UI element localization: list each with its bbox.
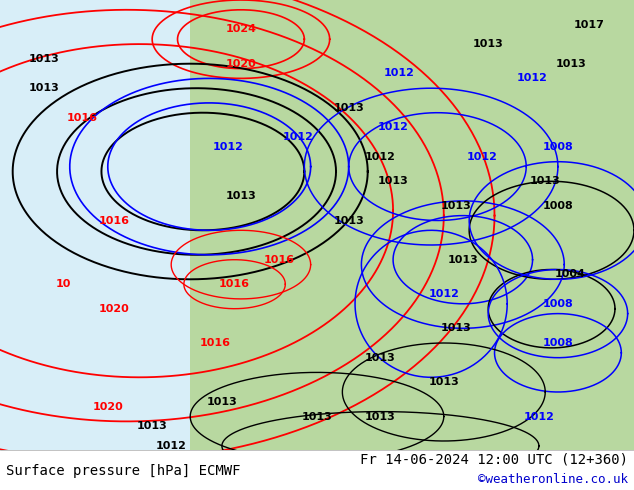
Text: 1012: 1012 <box>517 74 548 83</box>
Text: 1012: 1012 <box>213 142 243 152</box>
Text: 1012: 1012 <box>378 122 408 132</box>
Text: 1013: 1013 <box>137 421 167 431</box>
Text: 1020: 1020 <box>99 304 129 314</box>
Text: 1012: 1012 <box>384 69 415 78</box>
Text: Surface pressure [hPa] ECMWF: Surface pressure [hPa] ECMWF <box>6 464 241 478</box>
Text: 1012: 1012 <box>429 289 459 299</box>
Text: 1012: 1012 <box>467 152 497 162</box>
Text: 1016: 1016 <box>67 113 98 122</box>
Text: 1016: 1016 <box>264 255 294 265</box>
Text: 1012: 1012 <box>524 412 554 421</box>
Text: 1013: 1013 <box>365 412 396 421</box>
Text: 1016: 1016 <box>99 216 129 225</box>
Text: 1012: 1012 <box>365 152 396 162</box>
Text: 1008: 1008 <box>543 142 573 152</box>
Text: 1012: 1012 <box>156 441 186 451</box>
Text: 1020: 1020 <box>93 402 123 412</box>
Text: 1016: 1016 <box>200 338 231 348</box>
Text: 1013: 1013 <box>530 176 560 186</box>
Text: 1013: 1013 <box>333 103 364 113</box>
Text: 1008: 1008 <box>543 201 573 211</box>
Text: 1012: 1012 <box>283 132 313 142</box>
Text: 1013: 1013 <box>333 216 364 225</box>
Text: 1013: 1013 <box>365 353 396 363</box>
Text: Fr 14-06-2024 12:00 UTC (12+360): Fr 14-06-2024 12:00 UTC (12+360) <box>359 452 628 466</box>
Text: 10: 10 <box>56 279 71 289</box>
Text: 1013: 1013 <box>473 39 503 49</box>
Text: 1008: 1008 <box>543 338 573 348</box>
Bar <box>0 0 190 450</box>
Text: 1013: 1013 <box>555 59 586 69</box>
Text: 1013: 1013 <box>448 255 478 265</box>
Text: 1013: 1013 <box>378 176 408 186</box>
Text: 1008: 1008 <box>543 299 573 309</box>
Text: 1013: 1013 <box>441 323 472 333</box>
Text: 1013: 1013 <box>226 191 256 201</box>
Text: 1017: 1017 <box>574 20 605 29</box>
Bar <box>178 0 634 450</box>
Text: 1013: 1013 <box>441 201 472 211</box>
Text: 1013: 1013 <box>29 54 60 64</box>
Text: ©weatheronline.co.uk: ©weatheronline.co.uk <box>477 473 628 486</box>
Text: 1013: 1013 <box>29 83 60 93</box>
Text: 1004: 1004 <box>555 270 586 279</box>
Bar <box>0 450 634 490</box>
Text: 1016: 1016 <box>219 279 250 289</box>
Text: 1013: 1013 <box>302 412 332 421</box>
Text: 1013: 1013 <box>429 377 459 387</box>
Text: 1020: 1020 <box>226 59 256 69</box>
Text: 1024: 1024 <box>226 24 256 34</box>
Text: 1013: 1013 <box>207 397 237 407</box>
